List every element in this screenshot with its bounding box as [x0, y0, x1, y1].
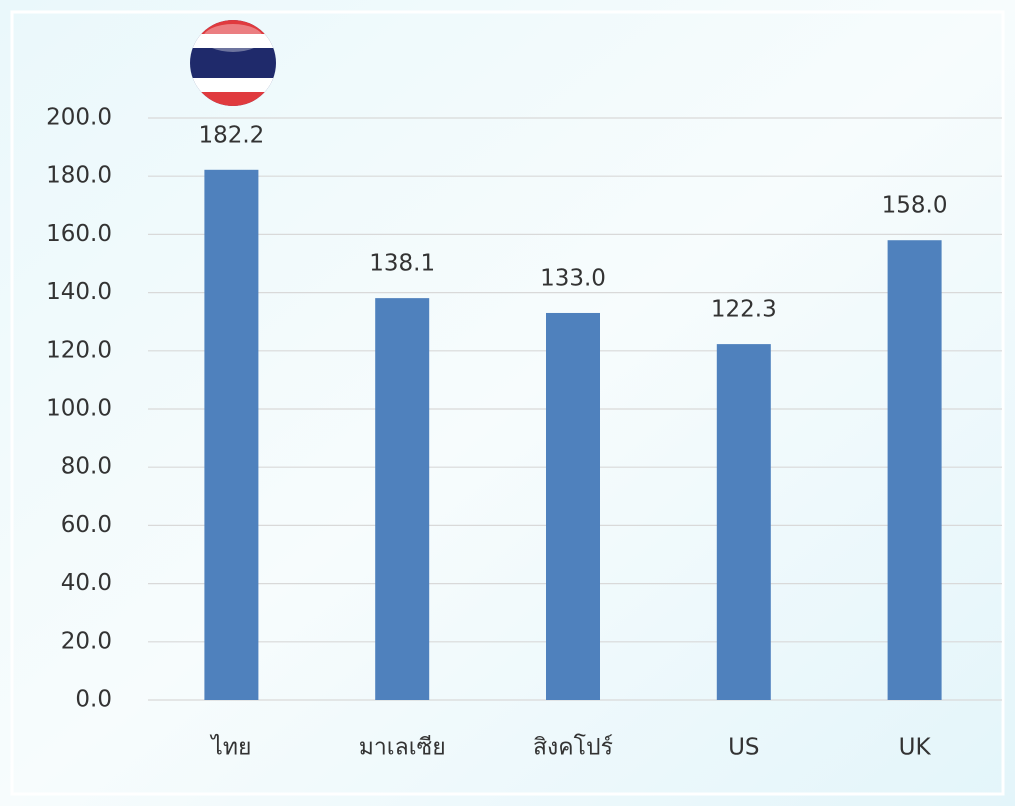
y-tick-label: 60.0: [61, 512, 112, 538]
value-label: 133.0: [540, 265, 606, 291]
flag-icon: [190, 20, 276, 106]
x-tick-label: UK: [899, 735, 932, 761]
x-tick-label: ไทย: [209, 734, 251, 761]
y-tick-label: 180.0: [46, 163, 112, 189]
x-tick-label: มาเลเซีย: [359, 735, 446, 761]
y-tick-label: 120.0: [46, 337, 112, 363]
bar: [887, 240, 942, 700]
y-tick-label: 100.0: [46, 396, 112, 422]
y-tick-label: 140.0: [46, 279, 112, 305]
x-tick-label: US: [728, 735, 759, 761]
value-label: 158.0: [882, 193, 948, 219]
y-tick-label: 80.0: [61, 454, 112, 480]
bar: [204, 169, 259, 701]
y-tick-label: 200.0: [46, 105, 112, 131]
value-label: 182.2: [198, 122, 264, 148]
frame: [10, 10, 1005, 796]
y-tick-label: 160.0: [46, 221, 112, 247]
y-tick-label: 40.0: [61, 570, 112, 596]
y-tick-label: 0.0: [75, 687, 112, 713]
value-label: 138.1: [369, 251, 435, 277]
bar: [546, 312, 600, 700]
bar: [375, 298, 430, 700]
y-tick-label: 20.0: [61, 628, 112, 654]
x-tick-label: สิงคโปร์: [533, 734, 613, 761]
plot-area: 0.0 20.0 40.0 60.0 80.0 100.0 120.0 140.0 160.0 1…: [46, 105, 1002, 761]
bar: [716, 344, 771, 700]
value-label: 122.3: [711, 297, 777, 323]
